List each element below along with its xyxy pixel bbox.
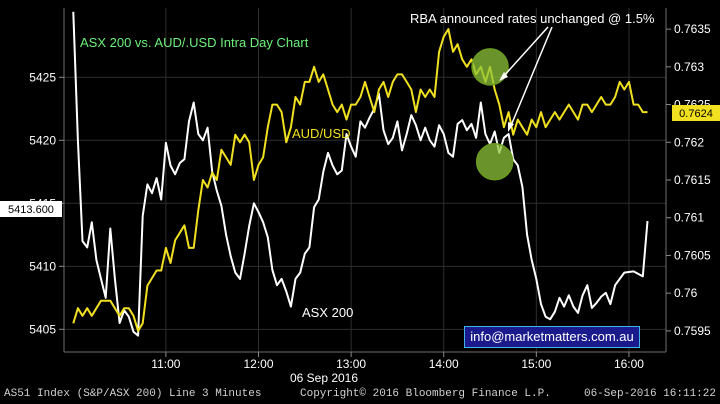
right-tick-label: 0.7595 [674, 324, 711, 338]
right-tick-label: 0.76 [674, 286, 698, 300]
rba-annotation: RBA announced rates unchanged @ 1.5% [410, 11, 655, 26]
right-tick-label: 0.7615 [674, 173, 711, 187]
right-tick-label: 0.7635 [674, 22, 711, 36]
rba-highlight-circle [471, 48, 509, 86]
series-layer [72, 11, 649, 337]
chart-title: ASX 200 vs. AUD/.USD Intra Day Chart [80, 35, 309, 50]
right-axis-ticks: 0.75950.760.76050.7610.76150.7620.76250.… [666, 22, 711, 338]
asx-last-value-tag: 5413.600 [0, 201, 62, 217]
footer-timestamp: 06-Sep-2016 16:11:22 [583, 388, 716, 400]
asx-200-label: ASX 200 [302, 305, 353, 320]
x-tick-label: 13:00 [336, 357, 366, 371]
x-tick-label: 12:00 [243, 357, 273, 371]
rba-arrow-lower-head [508, 122, 514, 132]
right-tick-label: 0.7605 [674, 248, 711, 262]
left-tick-label: 5420 [29, 133, 56, 147]
aud-usd-line [72, 28, 648, 332]
watermark: info@marketmatters.com.au [464, 326, 640, 348]
rba-arrow-upper-head [499, 72, 508, 81]
x-tick-label: 16:00 [614, 357, 644, 371]
rba-arrow-upper [501, 26, 549, 79]
left-tick-label: 5410 [29, 259, 56, 273]
right-tick-label: 0.762 [674, 135, 704, 149]
asx-last-value: 5413.600 [8, 204, 54, 216]
rba-highlight-circle [475, 142, 514, 181]
footer-copyright: Copyright© 2016 Bloomberg Finance L.P. [300, 388, 551, 400]
date-label: 06 Sep 2016 [290, 371, 358, 385]
footer: AS51 Index (S&P/ASX 200) Line 3 Minutes … [0, 386, 720, 404]
right-tick-label: 0.761 [674, 211, 704, 225]
aud-last-value-tag: 0.7624 [672, 105, 720, 121]
chart-svg: 54055410541554205425 0.75950.760.76050.7… [0, 8, 720, 385]
x-tick-label: 11:00 [151, 357, 180, 371]
left-tick-label: 5425 [29, 70, 56, 84]
highlight-layer [471, 48, 514, 181]
left-tick-label: 5405 [29, 322, 56, 336]
x-tick-label: 15:00 [521, 357, 551, 371]
footer-security: AS51 Index (S&P/ASX 200) Line 3 Minutes [4, 388, 262, 400]
rba-arrow-lower [509, 26, 553, 129]
aud-last-value: 0.7624 [679, 108, 713, 120]
grid-lines [64, 8, 666, 352]
right-tick-label: 0.763 [674, 60, 704, 74]
asx-200-line [72, 11, 649, 337]
x-axis-ticks: 11:00 12:00 13:00 14:00 15:00 16:00 [151, 352, 644, 371]
aud-usd-label: AUD/USD [292, 126, 351, 141]
x-tick-label: 14:00 [429, 357, 459, 371]
